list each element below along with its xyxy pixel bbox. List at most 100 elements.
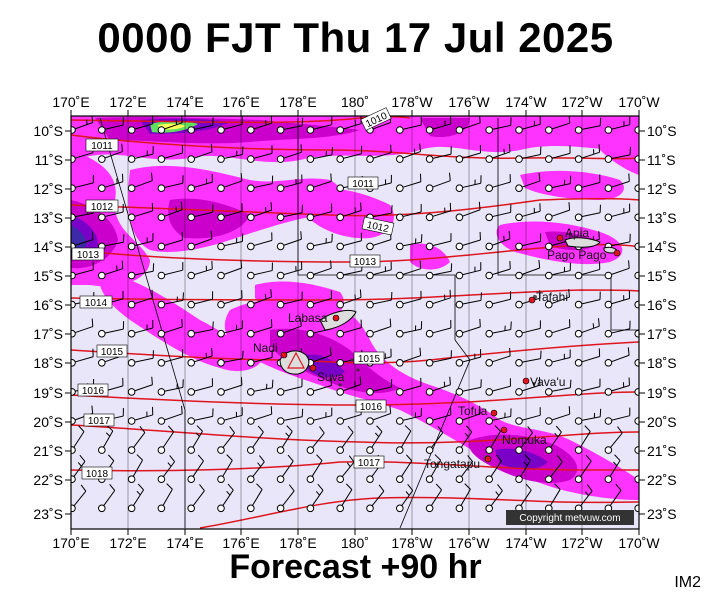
wind-barb — [634, 446, 639, 454]
wind-barb — [604, 290, 631, 309]
svg-text:1015: 1015 — [101, 347, 124, 358]
wind-barb — [276, 261, 303, 280]
wind-barb — [574, 318, 600, 338]
wind-barb — [276, 408, 304, 425]
lat-label: 11˚S — [34, 152, 63, 168]
wind-barb — [574, 144, 601, 163]
wind-barb — [157, 262, 184, 280]
lat-label: 18˚S — [33, 355, 63, 371]
wind-barb — [634, 504, 639, 513]
wind-barb — [157, 292, 184, 309]
isobar-label: 1017 — [353, 455, 385, 469]
wind-barb — [127, 146, 154, 163]
wind-barb — [485, 347, 511, 367]
wind-barb — [276, 144, 303, 163]
wind-barb — [634, 213, 639, 222]
wind-barb — [217, 377, 243, 396]
wind-barb — [187, 347, 213, 367]
wind-barb — [455, 483, 471, 513]
wind-barb — [485, 230, 511, 251]
wind-barb — [247, 349, 273, 367]
lon-label: 178˚W — [391, 94, 433, 110]
lon-label: 180˚ — [341, 94, 369, 110]
wind-barb — [634, 184, 639, 192]
wind-barb — [276, 291, 303, 309]
wind-barb — [157, 145, 184, 163]
wind-barb — [98, 117, 124, 134]
wind-barb — [247, 145, 273, 163]
lon-label: 178˚E — [279, 94, 316, 110]
lon-label: 172˚W — [561, 535, 603, 551]
wind-barb — [127, 454, 144, 484]
wind-barb — [127, 172, 153, 192]
wind-barb — [574, 425, 591, 454]
wind-barb — [187, 261, 213, 280]
lat-label: 14˚S — [647, 239, 677, 255]
wind-barb — [455, 231, 481, 251]
wind-barb — [187, 321, 214, 338]
place-label-labasa: Labasa — [288, 311, 328, 325]
wind-barb — [98, 143, 123, 163]
wind-barb — [455, 262, 482, 280]
svg-text:1016: 1016 — [360, 402, 383, 413]
wind-barb — [574, 261, 601, 280]
isobars — [71, 116, 639, 529]
wind-barb — [634, 475, 639, 483]
wind-barb — [515, 426, 533, 454]
image-code: IM2 — [674, 574, 701, 591]
lon-label: 170˚E — [52, 535, 89, 551]
place-label-nadi: Nadi — [253, 341, 278, 355]
wind-barb — [396, 377, 422, 396]
wind-barb — [634, 300, 639, 309]
wind-barb — [485, 321, 512, 338]
lon-label: 170˚E — [52, 94, 89, 110]
wind-barb — [455, 201, 481, 222]
lat-label: 21˚S — [33, 443, 63, 459]
isobar-label: 1011 — [347, 176, 379, 190]
lat-label: 13˚S — [33, 210, 63, 226]
lon-label: 170˚W — [618, 535, 660, 551]
wind-barb — [336, 376, 362, 396]
wind-barb — [306, 407, 333, 425]
isobar-label: 1013 — [349, 254, 381, 268]
lat-label: 21˚S — [647, 443, 677, 459]
svg-text:1017: 1017 — [88, 416, 111, 427]
wind-barb — [157, 175, 184, 192]
wind-barb — [425, 233, 452, 251]
wind-barb — [247, 202, 273, 222]
wind-barb — [634, 242, 639, 251]
wind-barb — [425, 172, 451, 192]
red-triangle-marker — [287, 351, 305, 369]
wind-barb — [217, 350, 244, 367]
wind-barb — [276, 378, 303, 396]
svg-text:1016: 1016 — [82, 386, 105, 397]
wind-barb — [127, 116, 154, 134]
wind-barb — [604, 320, 631, 338]
wind-barb — [247, 262, 273, 280]
wind-barb — [217, 146, 244, 163]
wind-barb — [366, 144, 392, 163]
isobar-label: 1016 — [77, 383, 109, 397]
wind-barb — [604, 116, 631, 134]
lat-label: 10˚S — [647, 123, 677, 139]
wind-barb — [455, 292, 482, 309]
wind-barb — [425, 350, 452, 367]
wind-barb — [634, 417, 639, 425]
wind-barb — [545, 455, 563, 484]
wind-barb — [217, 454, 233, 484]
lat-label: 12˚S — [647, 181, 677, 197]
lat-label: 20˚S — [647, 414, 677, 430]
wind-barb — [127, 406, 154, 425]
lat-label: 13˚S — [647, 210, 677, 226]
wind-barb — [425, 376, 451, 396]
wind-barb — [157, 425, 175, 454]
wind-barb — [604, 146, 631, 163]
wind-barb — [455, 405, 481, 425]
wind-barb — [336, 232, 362, 251]
wind-barb — [515, 233, 542, 251]
lon-label: 180˚ — [341, 535, 369, 551]
svg-text:1012: 1012 — [91, 202, 114, 213]
wind-barb — [98, 425, 114, 454]
wind-barb — [71, 454, 86, 483]
